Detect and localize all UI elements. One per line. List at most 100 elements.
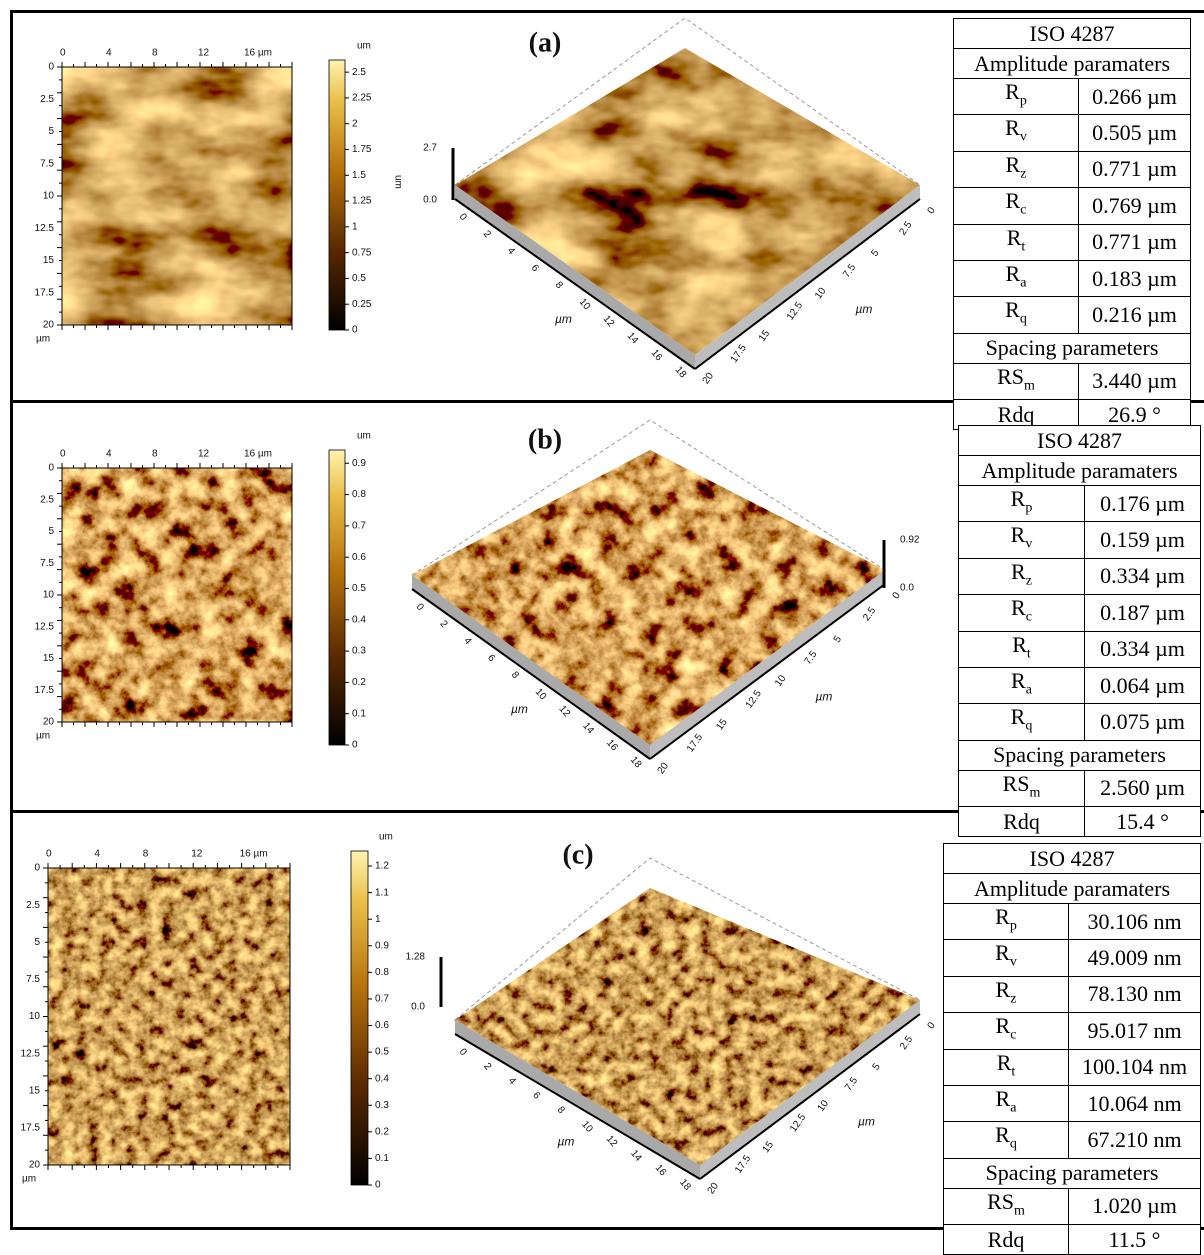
table-row: Rv0.505 µm [954, 115, 1191, 151]
colorbar-unit: um [357, 431, 371, 442]
subscript: v [1020, 130, 1027, 145]
param-value: 95.017 nm [1069, 1013, 1201, 1049]
map-y-tick-label: 12.5 [21, 1048, 41, 1059]
afm-map [62, 67, 292, 325]
surface-x-tick-label: 12 [604, 1134, 620, 1150]
colorbar-tick-label: 0.25 [352, 299, 372, 310]
surface-x-tick-label: 14 [625, 331, 641, 347]
table-row: Spacing parameters [959, 740, 1201, 770]
surface-x-tick-label: 10 [533, 687, 549, 703]
map-x-tick-label: 0 [60, 48, 66, 59]
colorbar-tick-label: 0.8 [375, 967, 389, 978]
surface-y-tick-label: 7.5 [802, 649, 819, 667]
surface-x-unit: µm [558, 1135, 575, 1149]
surface-x-tick-label: 8 [555, 1105, 567, 1117]
symbol: R [996, 977, 1011, 1002]
table-row: Rc0.769 µm [954, 188, 1191, 224]
param-symbol: Rdq [959, 807, 1085, 837]
symbol: RS [987, 1189, 1014, 1214]
colorbar-tick-label: 0.1 [375, 1153, 389, 1164]
param-value: 10.064 nm [1069, 1085, 1201, 1121]
subscript: c [1020, 203, 1026, 218]
symbol: R [1011, 486, 1026, 511]
param-symbol: Ra [944, 1085, 1069, 1121]
surface-y-tick-label: 5 [832, 634, 844, 645]
map-y-tick-label: 2.5 [26, 900, 40, 911]
surface-y-tick-label: 0 [926, 205, 938, 216]
surface-y-tick-label: 15 [757, 328, 773, 344]
param-symbol: Ra [954, 260, 1079, 296]
surface-y-tick-label: 20 [701, 370, 717, 386]
param-value: 0.064 µm [1085, 667, 1201, 703]
symbol: R [1007, 225, 1022, 250]
param-value: 0.176 µm [1085, 486, 1201, 522]
param-symbol: Rt [959, 631, 1085, 667]
param-value: 0.334 µm [1085, 631, 1201, 667]
param-symbol: Rc [959, 595, 1085, 631]
map-x-tick-label: 0 [46, 849, 52, 860]
param-symbol: Rp [954, 79, 1079, 115]
param-value: 100.104 nm [1069, 1049, 1201, 1085]
colorbar-unit: um [357, 41, 371, 52]
subscript: p [1010, 918, 1017, 933]
colorbar-tick-label: 0.3 [352, 646, 366, 657]
param-symbol: RSm [944, 1188, 1069, 1224]
param-symbol: Rq [944, 1122, 1069, 1158]
colorbar-tick-label: 1.75 [352, 144, 372, 155]
surface-x-tick-label: 2 [437, 619, 449, 631]
map-x-tick-label: 12 [198, 48, 210, 59]
surface-x-tick-label: 16 [604, 738, 620, 754]
table-row: Amplitude paramaters [944, 874, 1201, 904]
colorbar-tick-label: 0.4 [352, 614, 366, 625]
afm-map [48, 868, 290, 1165]
colorbar-tick-label: 0.6 [352, 552, 366, 563]
surface-y-unit: µm [856, 302, 873, 316]
param-symbol: Rt [944, 1049, 1069, 1085]
param-symbol: Rt [954, 224, 1079, 260]
subscript: m [1024, 378, 1035, 393]
symbol: Rdq [998, 402, 1035, 427]
param-value: 0.334 µm [1085, 558, 1201, 594]
table-row: Rv0.159 µm [959, 522, 1201, 558]
symbol: Rdq [988, 1227, 1025, 1252]
surface-y-tick-label: 15 [761, 1139, 777, 1155]
colorbar-tick-label: 0 [352, 740, 358, 751]
param-value: 0.187 µm [1085, 595, 1201, 631]
subscript: v [1010, 955, 1017, 970]
param-symbol: Rv [954, 115, 1079, 151]
param-symbol: Rc [954, 188, 1079, 224]
surface-y-tick-label: 2.5 [898, 1034, 915, 1052]
surface-y-tick-label: 12.5 [788, 1112, 808, 1135]
param-symbol: Rz [954, 151, 1079, 187]
colorbar-tick-label: 0.3 [375, 1100, 389, 1111]
surface-y-tick-label: 5 [871, 1061, 883, 1072]
table-row: Amplitude paramaters [959, 456, 1201, 486]
map-y-tick-label: 15 [43, 653, 55, 664]
param-value: 0.266 µm [1079, 79, 1191, 115]
symbol: R [995, 1122, 1010, 1147]
z-tick-label: 0.0 [423, 195, 437, 206]
colorbar-tick-label: 2.5 [352, 67, 366, 78]
map-unit: µm [36, 731, 50, 742]
z-tick-label: 0.0 [411, 1002, 425, 1013]
table-row: ISO 4287 [944, 844, 1201, 874]
subscript: a [1020, 275, 1026, 290]
param-symbol: Rp [944, 904, 1069, 940]
surface-x-tick-label: 10 [577, 297, 593, 313]
colorbar-tick-label: 0.7 [352, 521, 366, 532]
table-header: Spacing parameters [959, 740, 1201, 770]
symbol: R [995, 940, 1010, 965]
surface-x-tick-label: 16 [649, 348, 665, 364]
colorbar-tick-label: 1.2 [375, 861, 389, 872]
map-y-tick-label: 5 [48, 126, 54, 137]
afm-map [62, 468, 292, 722]
subscript: q [1025, 719, 1032, 734]
param-symbol: Rp [959, 486, 1085, 522]
colorbar-tick-label: 0.6 [375, 1020, 389, 1031]
table-row: RSm3.440 µm [954, 363, 1191, 399]
surface-x-tick-label: 14 [628, 1148, 644, 1164]
panel-label: (a) [529, 27, 562, 58]
subscript: t [1021, 239, 1025, 254]
